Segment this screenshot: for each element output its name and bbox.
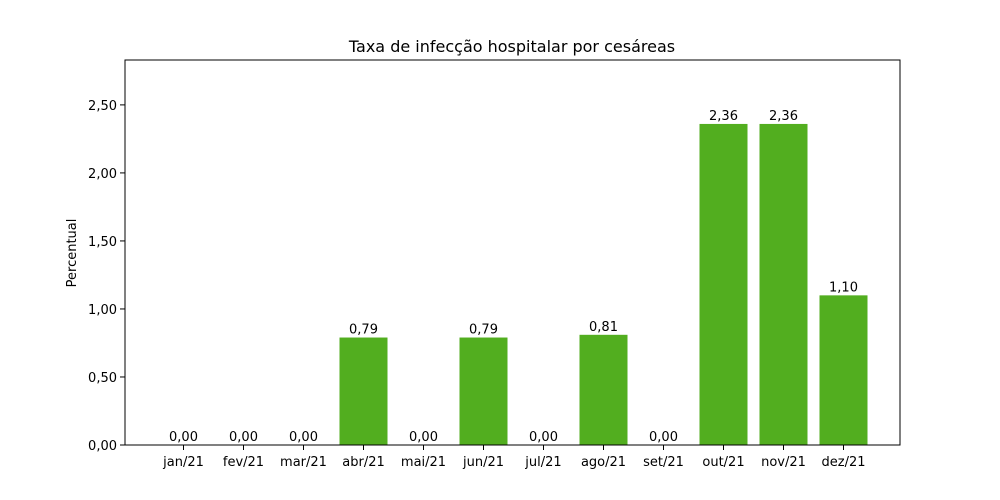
y-tick-label: 1,50 (88, 235, 117, 250)
data-label: 0,00 (649, 430, 678, 445)
x-tick-label: fev/21 (223, 455, 264, 470)
y-tick-label: 1,00 (88, 303, 117, 318)
bar-nov-21 (759, 123, 808, 445)
x-tick-label: mai/21 (401, 455, 446, 470)
bars-group: 0,00 0,00 0,00 0,79 0,00 0,79 0,00 0,81 0,00 2,36… (169, 109, 868, 445)
x-tick-label: out/21 (702, 455, 744, 470)
data-label: 0,00 (169, 430, 198, 445)
y-tick-label: 2,00 (88, 167, 117, 182)
y-tick-label: 2,50 (88, 99, 117, 114)
y-axis-label: Percentual (65, 219, 80, 288)
bar-jun-21 (459, 337, 508, 445)
x-tick-label: abr/21 (342, 455, 385, 470)
bar-dez-21 (819, 295, 868, 445)
data-label: 1,10 (829, 280, 858, 295)
x-tick-label: mar/21 (280, 455, 327, 470)
x-tick-label: ago/21 (581, 455, 626, 470)
x-tick-label: jun/21 (462, 455, 504, 470)
x-tick-label: dez/21 (822, 455, 866, 470)
bar-out-21 (699, 123, 748, 445)
y-tick-label: 0,50 (88, 371, 117, 386)
data-label: 2,36 (769, 109, 798, 124)
data-label: 0,79 (469, 323, 498, 338)
data-label: 0,00 (229, 430, 258, 445)
x-tick-label: nov/21 (761, 455, 806, 470)
data-label: 0,00 (529, 430, 558, 445)
x-tick-label: jul/21 (524, 455, 561, 470)
x-tick-label: set/21 (643, 455, 684, 470)
data-label: 2,36 (709, 109, 738, 124)
chart-title: Taxa de infecção hospitalar por cesáreas (348, 37, 675, 56)
x-tick-label: jan/21 (162, 455, 204, 470)
bar-abr-21 (339, 337, 388, 445)
data-label: 0,00 (289, 430, 318, 445)
y-axis-ticks: 0,00 0,50 1,00 1,50 2,00 2,50 (88, 99, 125, 454)
x-axis-ticks: jan/21 fev/21 mar/21 abr/21 mai/21 jun/21 jul/… (162, 445, 866, 470)
data-label: 0,79 (349, 323, 378, 338)
y-tick-label: 0,00 (88, 439, 117, 454)
plot-frame (124, 59, 901, 446)
data-label: 0,81 (589, 320, 618, 335)
data-label: 0,00 (409, 430, 438, 445)
bar-ago-21 (579, 334, 628, 445)
